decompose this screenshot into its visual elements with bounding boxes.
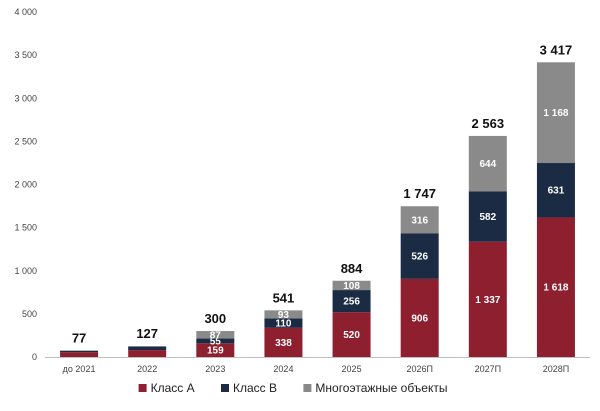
bar-segment-label: 1 168: [543, 108, 568, 119]
bar-segment: [196, 331, 235, 339]
bar-segment-label: 316: [411, 215, 428, 226]
bar-segment-label: 526: [411, 252, 428, 263]
bar-segment: [128, 346, 167, 351]
bar-segment: [332, 312, 371, 357]
bar-segment: [536, 62, 575, 164]
legend: Класс А Класс В Многоэтажные объекты: [138, 381, 447, 395]
bar-segment-label: 55: [210, 336, 222, 347]
bar-segment-label: 1 337: [475, 295, 500, 306]
bar-segment: [60, 350, 99, 351]
bar-segment: [128, 346, 167, 347]
x-tick-label: до 2021: [63, 364, 96, 374]
bar-segment: [468, 191, 507, 242]
bar-stack: 520 256 108: [332, 280, 371, 357]
x-tick-label: 2028П: [543, 364, 570, 374]
bar-stack: [60, 350, 99, 357]
bar-segment-label: 93: [278, 310, 290, 321]
legend-item: Класс В: [221, 381, 277, 395]
bar-segment-label: 110: [275, 319, 292, 330]
legend-swatch: [138, 384, 147, 392]
bar-segment-label: 906: [411, 313, 428, 324]
bar-total-label: 77: [72, 330, 86, 345]
y-tick-label: 2 500: [14, 136, 37, 146]
y-tick-label: 1 500: [14, 223, 37, 233]
bar-segment: [536, 217, 575, 357]
legend-swatch: [221, 384, 229, 392]
bar-segment: [128, 350, 167, 357]
bar-segment: [400, 278, 439, 357]
bar-segment-label: 159: [207, 346, 224, 357]
bar-segment-label: 338: [275, 338, 292, 349]
legend-item: Класс А: [138, 381, 195, 395]
bar-segment: [400, 233, 439, 279]
legend-label: Класс А: [151, 381, 195, 395]
bar-segment: [60, 352, 99, 357]
bar-total-label: 1 747: [403, 186, 436, 201]
y-tick-label: 4 000: [14, 7, 37, 17]
bar-segment-label: 1 618: [543, 283, 568, 294]
y-tick-label: 3 500: [14, 50, 37, 60]
bar-segment: [536, 163, 575, 218]
bar-segment: [332, 290, 371, 313]
y-tick-label: 0: [32, 352, 37, 362]
bar-segment: [264, 327, 303, 357]
legend-item: Многоэтажные объекты: [303, 381, 447, 395]
bar-total-label: 884: [341, 261, 363, 276]
bar-segment: [196, 338, 235, 344]
legend-label: Класс В: [233, 381, 277, 395]
bar-segment-label: 256: [343, 297, 360, 308]
bar-totals: 77 127 300 541 884 1 747 2 563 3 417: [72, 42, 572, 345]
bar-stack: [128, 346, 167, 357]
x-tick-label: 2024: [273, 364, 293, 374]
bar-segment: [400, 206, 439, 234]
bar-total-label: 127: [136, 326, 158, 341]
y-tick-label: 1 000: [14, 266, 37, 276]
legend-swatch: [303, 384, 312, 392]
y-tick-label: 3 000: [14, 93, 37, 103]
x-tick-label: 2022: [137, 364, 157, 374]
legend-label: Многоэтажные объекты: [315, 381, 447, 395]
bar-segment: [196, 343, 235, 357]
bar-segment: [264, 310, 303, 319]
bar-segment-label: 644: [479, 159, 496, 170]
bar-stack: 906 526 316: [400, 206, 439, 357]
bar-segment-label: 87: [210, 330, 222, 341]
bar-segment: [264, 318, 303, 328]
bar-segment-label: 108: [343, 281, 360, 292]
y-axis: 0 500 1 000 1 500 2 000 2 500 3 000 3 500 4 000: [14, 7, 37, 362]
bar-segment-label: 582: [479, 212, 496, 223]
y-tick-label: 2 000: [14, 180, 37, 190]
x-tick-label: 2027П: [475, 364, 502, 374]
x-tick-label: 2026П: [406, 364, 433, 374]
x-tick-label: 2023: [205, 364, 225, 374]
bar-segment: [468, 135, 507, 192]
bar-total-label: 3 417: [540, 42, 573, 57]
bar-total-label: 300: [204, 311, 226, 326]
bar-segment: [468, 241, 507, 357]
bar-total-label: 2 563: [472, 116, 505, 131]
bar-segment: [332, 280, 371, 291]
bar-segment-label: 520: [343, 330, 360, 341]
bar-total-label: 541: [273, 290, 295, 305]
x-axis: до 2021 2022 2023 2024 2025 2026П 2027П 2028П: [45, 357, 590, 374]
bar-stack: 1 337 582 644: [468, 135, 507, 357]
x-tick-label: 2025: [342, 364, 362, 374]
bar-stack: 1 618 631 1 168: [536, 62, 575, 357]
bar-segment-label: 631: [548, 186, 565, 197]
bar-segment: [60, 350, 99, 353]
y-tick-label: 500: [22, 309, 37, 319]
